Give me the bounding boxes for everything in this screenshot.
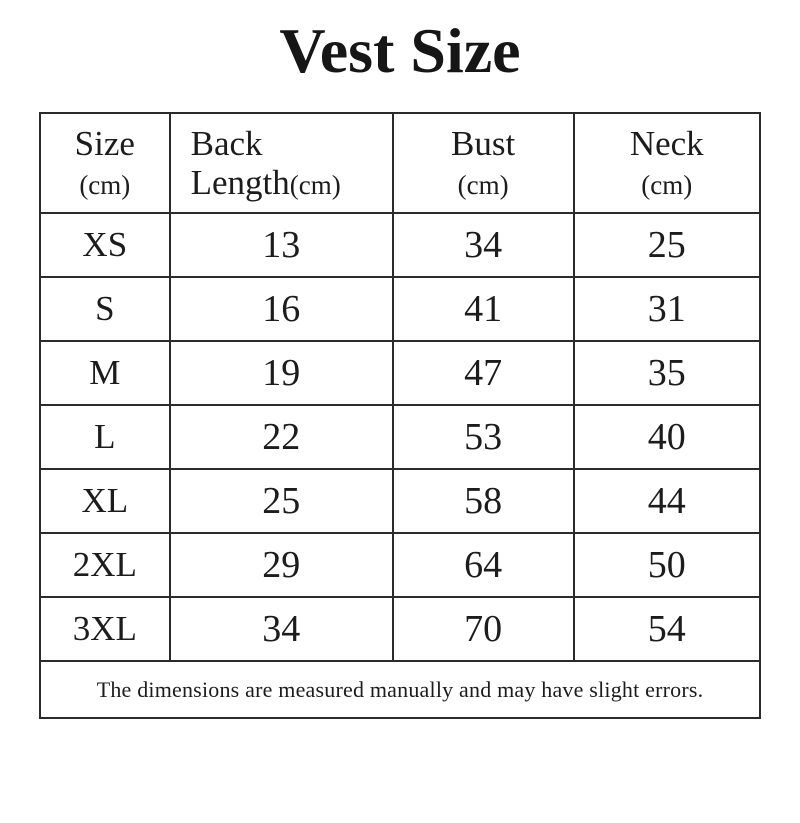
table-row-xs: XS 13 34 25 — [39, 212, 761, 279]
header-bust-label: Bust — [451, 124, 516, 164]
neck-value: 25 — [572, 212, 761, 279]
vest-size-table: Size (cm) Back Length(cm) Bust (cm) Neck… — [39, 112, 761, 720]
page-title: Vest Size — [279, 15, 521, 86]
header-back-unit: (cm) — [289, 170, 341, 201]
size-label: L — [39, 404, 171, 471]
bust-value: 41 — [391, 276, 575, 343]
header-back-unit-line: Length(cm) — [191, 163, 392, 202]
bust-value: 58 — [391, 468, 575, 535]
back-length-value: 22 — [168, 404, 394, 471]
size-label: 2XL — [39, 532, 171, 599]
table-row-s: S 16 41 31 — [39, 276, 761, 343]
back-length-value: 19 — [168, 340, 394, 407]
header-neck-unit: (cm) — [641, 170, 693, 201]
table-row-l: L 22 53 40 — [39, 404, 761, 471]
neck-value: 31 — [572, 276, 761, 343]
neck-value: 54 — [572, 596, 761, 663]
table-body: XS 13 34 25 S 16 41 31 M 19 47 35 L 22 5… — [39, 212, 761, 663]
size-label: S — [39, 276, 171, 343]
size-label: 3XL — [39, 596, 171, 663]
size-label: XS — [39, 212, 171, 279]
header-cell-size: Size (cm) — [39, 112, 171, 215]
header-size-label: Size — [74, 124, 135, 164]
bust-value: 64 — [391, 532, 575, 599]
neck-value: 50 — [572, 532, 761, 599]
header-size-unit: (cm) — [79, 170, 131, 201]
back-length-value: 25 — [168, 468, 394, 535]
header-back-label: Back — [190, 124, 263, 164]
header-size-unit-line: (cm) — [41, 163, 169, 202]
bust-value: 34 — [391, 212, 575, 279]
back-length-value: 13 — [168, 212, 394, 279]
table-row-m: M 19 47 35 — [39, 340, 761, 407]
bust-value: 47 — [391, 340, 575, 407]
header-cell-neck: Neck (cm) — [572, 112, 761, 215]
header-back-line2: Length — [190, 163, 290, 203]
measurement-disclaimer: The dimensions are measured manually and… — [39, 660, 761, 720]
size-label: M — [39, 340, 171, 407]
table-footer: The dimensions are measured manually and… — [39, 660, 761, 720]
neck-value: 44 — [572, 468, 761, 535]
table-row-3xl: 3XL 34 70 54 — [39, 596, 761, 663]
neck-value: 35 — [572, 340, 761, 407]
back-length-value: 29 — [168, 532, 394, 599]
header-cell-back-length: Back Length(cm) — [168, 112, 394, 215]
header-cell-bust: Bust (cm) — [391, 112, 575, 215]
size-label: XL — [39, 468, 171, 535]
back-length-value: 16 — [168, 276, 394, 343]
table-row-2xl: 2XL 29 64 50 — [39, 532, 761, 599]
bust-value: 53 — [391, 404, 575, 471]
table-row-xl: XL 25 58 44 — [39, 468, 761, 535]
header-neck-label: Neck — [629, 124, 704, 164]
bust-value: 70 — [391, 596, 575, 663]
header-bust-unit: (cm) — [457, 170, 509, 201]
back-length-value: 34 — [168, 596, 394, 663]
header-bust-unit-line: (cm) — [394, 163, 573, 202]
neck-value: 40 — [572, 404, 761, 471]
header-neck-unit-line: (cm) — [575, 163, 760, 202]
table-header: Size (cm) Back Length(cm) Bust (cm) Neck… — [39, 112, 761, 215]
table-note-row: The dimensions are measured manually and… — [39, 660, 761, 720]
table-header-row: Size (cm) Back Length(cm) Bust (cm) Neck… — [39, 112, 761, 215]
